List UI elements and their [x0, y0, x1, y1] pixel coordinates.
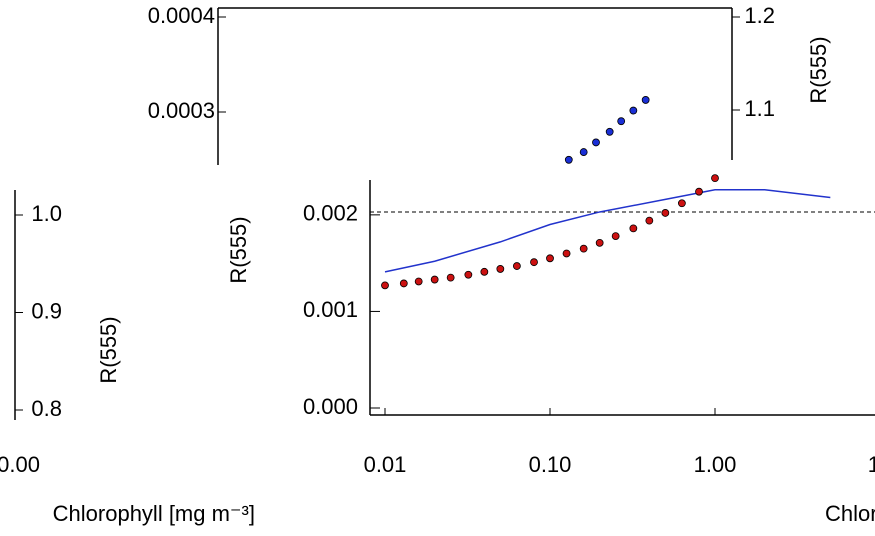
x-axis-label: Chlorophyll [mg m⁻³]	[53, 501, 255, 526]
dot	[562, 249, 571, 258]
y-tick-label: 0.8	[31, 396, 62, 421]
dot	[399, 279, 408, 288]
y-tick-label: 0.0003	[148, 98, 215, 123]
dot	[430, 275, 439, 284]
x-tick-label: 0.10	[529, 452, 572, 477]
dot	[480, 267, 489, 276]
y-tick-label: 0.001	[303, 297, 358, 322]
dot	[496, 265, 505, 273]
dot	[629, 224, 638, 233]
dot	[711, 174, 719, 183]
x-tick-label: 0.01	[364, 452, 407, 477]
dot	[605, 127, 614, 136]
dot	[611, 232, 620, 241]
y-tick-label: 0.000	[303, 394, 358, 419]
y-tick-label: 0.0004	[148, 3, 215, 28]
dot	[695, 187, 703, 196]
dot	[579, 244, 588, 253]
dot	[595, 238, 604, 247]
dot	[641, 96, 650, 104]
x-tick-label: 0.00	[0, 452, 40, 477]
y-tick-label: 1.1	[744, 96, 775, 121]
dot	[446, 273, 455, 282]
dot	[381, 281, 389, 290]
x-tick-label: 1.00	[694, 452, 737, 477]
y-axis-label: R(555)	[226, 216, 251, 283]
dot	[629, 106, 638, 115]
dot	[645, 216, 654, 225]
dot	[564, 155, 573, 164]
x-axis-label: Chlorophyll [mg m⁻³]	[825, 501, 875, 526]
dot	[617, 117, 626, 126]
y-tick-label: 0.002	[303, 201, 358, 226]
x-tick-label: 10	[868, 452, 875, 477]
dot	[414, 277, 423, 286]
dot	[546, 254, 554, 263]
dot	[464, 270, 473, 279]
line	[384, 188, 831, 273]
dot	[512, 262, 521, 270]
dot	[661, 209, 670, 217]
dot	[592, 138, 600, 147]
y-tick-label: 1.0	[31, 201, 62, 226]
dot	[677, 199, 686, 208]
y-tick-label: 0.9	[31, 298, 62, 323]
y-axis-label: R(555)	[96, 316, 121, 383]
dot	[579, 148, 588, 156]
y-tick-label: 1.2	[744, 3, 775, 28]
dot	[530, 258, 538, 267]
y-axis-label: R(555)	[806, 36, 831, 103]
